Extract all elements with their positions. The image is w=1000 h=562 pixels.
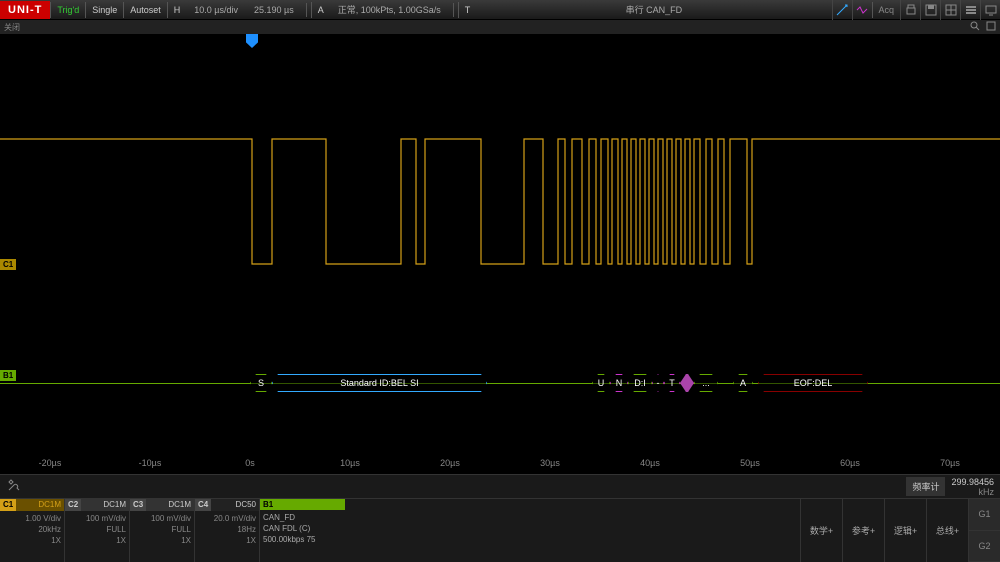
decode-di[interactable]: D:I xyxy=(628,374,652,392)
channel-3-block[interactable]: C3DC1M 100 mV/divFULL1X xyxy=(130,499,195,562)
position-value[interactable]: 25.190 µs xyxy=(246,5,302,15)
channel-1-waveform xyxy=(0,34,1000,474)
g2-button[interactable]: G2 xyxy=(968,531,1000,562)
time-axis: -20µs -10µs 0s 10µs 20µs 30µs 40µs 50µs … xyxy=(0,458,1000,474)
time-tick: -20µs xyxy=(0,458,100,474)
tool-row: 频率计 299.98456 kHz xyxy=(0,474,1000,498)
time-tick: -10µs xyxy=(100,458,200,474)
top-toolbar: UNI-T Trig'd Single Autoset H 10.0 µs/di… xyxy=(0,0,1000,20)
decode-n[interactable]: N xyxy=(610,374,628,392)
sub-toolbar: 关闭 xyxy=(0,20,1000,34)
time-tick: 60µs xyxy=(800,458,900,474)
decode-sof[interactable]: S xyxy=(250,374,272,392)
cursor-icon[interactable] xyxy=(832,0,852,20)
frequency-value: 299.98456 kHz xyxy=(951,477,994,497)
tools-icon[interactable] xyxy=(6,477,26,497)
g1-button[interactable]: G1 xyxy=(968,499,1000,531)
time-tick: 70µs xyxy=(900,458,1000,474)
bus-button[interactable]: 总线+ xyxy=(926,499,968,562)
decode-row: S Standard ID:BEL SI U N D:I - T ... A E… xyxy=(0,374,1000,392)
bus-1-block[interactable]: B1 CAN_FDCAN FDL (C)500.00kbps 75 xyxy=(260,499,345,562)
channel-2-block[interactable]: C2DC1M 100 mV/divFULL1X xyxy=(65,499,130,562)
math-button[interactable]: 数学+ xyxy=(800,499,842,562)
decode-eof[interactable]: EOF:DEL xyxy=(758,374,868,392)
time-tick: 10µs xyxy=(300,458,400,474)
save-icon[interactable] xyxy=(920,0,940,20)
channel-1-block[interactable]: C1DC1M 1.00 V/div20kHz1X xyxy=(0,499,65,562)
autoset-button[interactable]: Autoset xyxy=(123,2,167,18)
decode-t[interactable]: T xyxy=(664,374,680,392)
decode-a[interactable]: A xyxy=(733,374,753,392)
print-icon[interactable] xyxy=(900,0,920,20)
settings-icon[interactable] xyxy=(960,0,980,20)
bottom-panel: C1DC1M 1.00 V/div20kHz1X C2DC1M 100 mV/d… xyxy=(0,498,1000,562)
right-button-group: 数学+ 参考+ 逻辑+ 总线+ G1 G2 xyxy=(800,499,1000,562)
ref-button[interactable]: 参考+ xyxy=(842,499,884,562)
trigger-label[interactable]: T xyxy=(458,2,477,18)
single-button[interactable]: Single xyxy=(85,2,123,18)
logic-button[interactable]: 逻辑+ xyxy=(884,499,926,562)
timebase-value[interactable]: 10.0 µs/div xyxy=(186,5,246,15)
decode-block[interactable] xyxy=(680,374,694,392)
grid-icon[interactable] xyxy=(940,0,960,20)
decode-dots[interactable]: ... xyxy=(694,374,718,392)
trigger-status[interactable]: Trig'd xyxy=(50,2,85,18)
time-tick: 50µs xyxy=(700,458,800,474)
horizontal-label[interactable]: H xyxy=(167,2,187,18)
decode-id[interactable]: Standard ID:BEL SI xyxy=(272,374,487,392)
time-tick: 40µs xyxy=(600,458,700,474)
acquisition-label[interactable]: A xyxy=(311,2,330,18)
expand-icon[interactable] xyxy=(986,21,996,33)
decode-dash[interactable]: - xyxy=(652,374,664,392)
frequency-counter-label[interactable]: 频率计 xyxy=(906,477,945,496)
subbar-left-label[interactable]: 关闭 xyxy=(4,22,20,33)
time-tick: 0s xyxy=(200,458,300,474)
time-tick: 20µs xyxy=(400,458,500,474)
decode-u[interactable]: U xyxy=(592,374,610,392)
acquisition-info: 正常, 100kPts, 1.00GSa/s xyxy=(330,3,449,16)
zoom-icon[interactable] xyxy=(970,21,980,33)
trigger-type[interactable]: 串行 CAN_FD xyxy=(618,3,691,16)
display-icon[interactable] xyxy=(980,0,1000,20)
acq-button[interactable]: Acq xyxy=(872,2,901,18)
time-tick: 30µs xyxy=(500,458,600,474)
waveform-display[interactable]: C1 B1 S Standard ID:BEL SI U N D:I - T .… xyxy=(0,34,1000,474)
measure-icon[interactable] xyxy=(852,0,872,20)
channel-4-block[interactable]: C4DC50 20.0 mV/div18Hz1X xyxy=(195,499,260,562)
brand-logo: UNI-T xyxy=(0,1,50,19)
